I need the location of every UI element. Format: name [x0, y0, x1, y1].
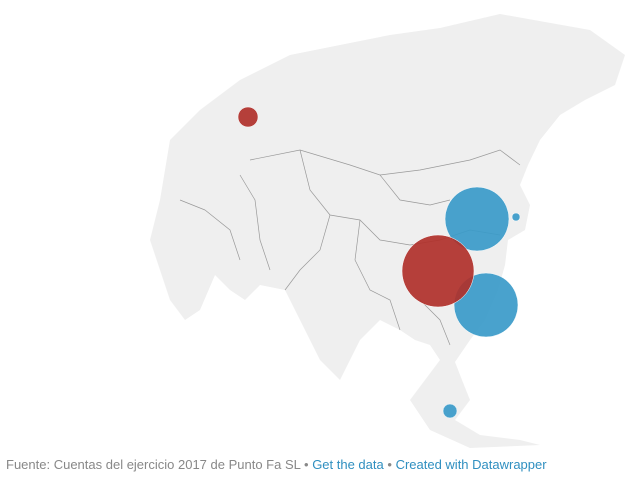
source: Fuente: Cuentas del ejercicio 2017 de Pu… — [6, 457, 301, 472]
separator: • — [387, 457, 392, 472]
bubble — [444, 186, 510, 252]
map — [150, 14, 625, 448]
get-data-link[interactable]: Get the data — [312, 457, 384, 472]
bubble — [237, 106, 259, 128]
bubble — [511, 212, 521, 222]
bubble — [442, 403, 458, 419]
land — [150, 14, 625, 448]
bubble — [401, 234, 475, 308]
bubble — [453, 272, 519, 338]
footer: Fuente: Cuentas del ejercicio 2017 de Pu… — [6, 457, 547, 472]
datawrapper-link[interactable]: Created with Datawrapper — [395, 457, 547, 472]
bubbles — [237, 106, 521, 419]
separator: • — [304, 457, 309, 472]
